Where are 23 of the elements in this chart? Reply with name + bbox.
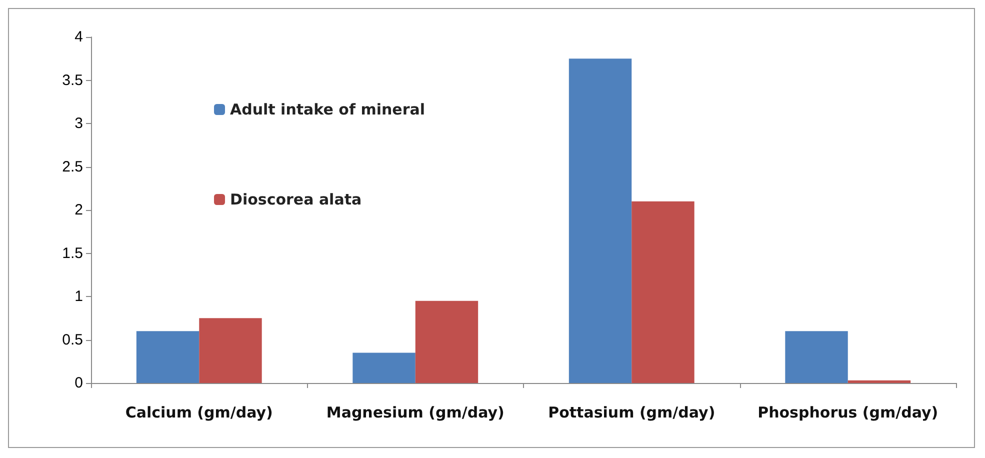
bar: [199, 318, 262, 383]
y-tick-label: 0: [74, 374, 83, 392]
y-tick-label: 2: [74, 202, 83, 218]
bar: [136, 331, 200, 383]
y-tick-label: 2.5: [62, 158, 83, 176]
bar: [568, 58, 632, 383]
y-tick-label: 3.5: [62, 72, 83, 89]
bar: [785, 331, 848, 383]
y-tick-label: 1.5: [62, 244, 83, 262]
y-tick-label: 0.5: [62, 331, 83, 348]
bar: [632, 201, 694, 383]
legend-label: Dioscorea alata: [230, 190, 362, 208]
y-tick-label: 4: [74, 28, 83, 46]
bar: [352, 352, 416, 383]
x-tick-label: Phosphorus (gm/day): [758, 404, 938, 422]
bar: [848, 380, 911, 383]
x-tick-label: Pottasium (gm/day): [548, 404, 716, 422]
x-tick-label: Calcium (gm/day): [125, 404, 273, 422]
y-tick-label: 3: [74, 115, 83, 132]
y-tick-label: 1: [74, 288, 83, 305]
x-tick-label: Magnesium (gm/day): [326, 404, 504, 422]
bar: [415, 300, 478, 383]
legend-label: Adult intake of mineral: [230, 100, 425, 118]
